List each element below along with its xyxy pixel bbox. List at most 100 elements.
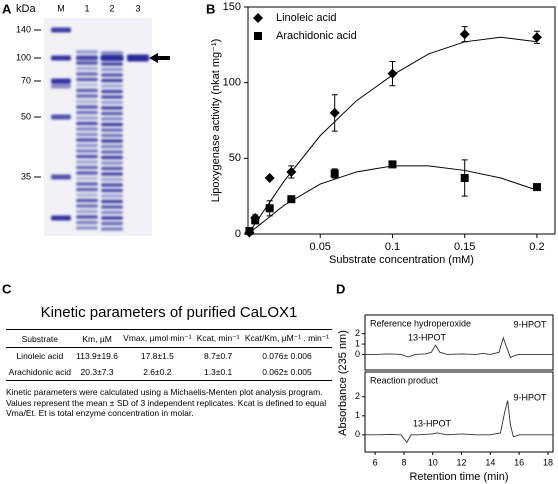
gel-band <box>76 143 98 148</box>
marker-label: 50 <box>21 111 31 121</box>
table-title: Kinetic parameters of purified CaLOX1 <box>40 304 298 321</box>
gel-band <box>76 215 98 219</box>
gel-band <box>76 77 98 82</box>
table-row: Linoleic acid 113.9±19.6 17.8±1.5 8.7±0.7 0.… <box>6 348 332 365</box>
gel-band <box>76 132 98 137</box>
x-tick-label: 0.05 <box>310 241 331 253</box>
x-tick-label: 16 <box>514 457 524 467</box>
y-axis-label: Lipoxygenase activity (nkat mg⁻¹) <box>210 39 222 203</box>
table: Substrate Km, µM Vmax, µmol min⁻¹ Kcat, min… <box>6 329 332 381</box>
trace <box>365 400 553 444</box>
lane-label: 1 <box>84 3 89 13</box>
gel-band <box>101 62 123 66</box>
x-tick-label: 12 <box>457 457 467 467</box>
trace <box>365 336 553 359</box>
gel-band <box>76 72 98 76</box>
gel-band <box>101 166 123 171</box>
gel-band <box>76 209 98 214</box>
gel-band <box>76 160 98 164</box>
gel-band <box>76 121 98 126</box>
legend-marker <box>254 32 262 40</box>
header-row: Substrate Km, µM Vmax, µmol min⁻¹ Kcat, min… <box>6 329 332 348</box>
gel-band <box>76 171 98 175</box>
marker <box>532 183 541 192</box>
table-cell: 0.076± 0.006 <box>262 351 312 361</box>
gel-band <box>101 155 123 160</box>
peak-label: 9-HPOT <box>513 319 547 329</box>
table-cell: 8.7±0.7 <box>203 351 233 361</box>
gel-band <box>51 215 71 221</box>
panel-label: C <box>2 281 12 296</box>
gel-band <box>76 83 98 87</box>
panel-label: D <box>336 281 345 296</box>
gel-band <box>101 183 123 187</box>
marker <box>531 32 542 43</box>
table-panel: Kinetic parameters of purified CaLOX1 Su… <box>6 304 332 419</box>
table-cell: Linoleic acid <box>16 351 64 361</box>
gel-band <box>101 172 123 176</box>
gel-band <box>76 220 98 225</box>
gel-band <box>101 177 123 182</box>
gel-band <box>100 55 124 61</box>
gel-band <box>76 204 98 208</box>
gel-band <box>76 187 98 192</box>
gel-band <box>76 182 98 186</box>
table-cell: 0.062± 0.005 <box>241 364 332 381</box>
gel-band <box>51 83 71 89</box>
gel-band <box>76 99 98 104</box>
gel-band <box>76 127 98 131</box>
y-tick-label: 100 <box>223 77 241 89</box>
panel-title: Reaction product <box>370 375 439 385</box>
gel-band <box>76 105 98 109</box>
gel-band <box>101 78 123 83</box>
table-cell: Arachidonic acid <box>6 364 74 381</box>
column-header: Kcat, min⁻¹ <box>194 329 242 348</box>
x-axis-label: Retention time (min) <box>409 471 508 483</box>
gel-band <box>51 114 71 120</box>
marker <box>388 160 397 169</box>
lane-label: M <box>57 3 65 13</box>
y-tick-label: 1 <box>355 338 360 348</box>
gel-band <box>101 199 123 204</box>
y-tick-label: 1 <box>355 410 360 420</box>
marker <box>251 216 260 225</box>
y-tick-label: 150 <box>223 1 241 13</box>
gel-band <box>101 194 123 198</box>
gel-band <box>51 55 71 61</box>
lane-label: 2 <box>109 3 114 13</box>
gel-band <box>101 188 123 193</box>
plot-frame <box>247 6 556 235</box>
gel-band <box>51 27 71 33</box>
gel-band <box>51 78 71 84</box>
x-tick-label: 0.2 <box>529 241 544 253</box>
marker-label: 70 <box>21 75 31 85</box>
gel-band <box>76 138 98 142</box>
y-tick-label: 0 <box>355 429 360 439</box>
gel-band <box>76 55 98 61</box>
gel-band <box>101 67 123 72</box>
x-axis-label: Substrate concentration (mM) <box>329 254 474 266</box>
gel-band <box>76 88 98 93</box>
gel-band <box>101 161 123 165</box>
gel-band <box>76 149 98 153</box>
table-cell: 20.3±7.3 <box>73 364 121 381</box>
y-tick-label: 0 <box>235 228 241 240</box>
table-cell: 2.6±0.2 <box>120 364 195 381</box>
gel-band <box>101 150 123 154</box>
marker <box>264 173 275 184</box>
table-row: Arachidonic acid 20.3±7.3 2.6±0.2 1.3±0.1 0.… <box>6 364 332 381</box>
marker <box>287 195 296 204</box>
y-tick-label: 50 <box>229 152 241 164</box>
gel-band <box>76 50 98 54</box>
panel-label: B <box>206 1 215 16</box>
gel-band <box>51 174 71 180</box>
gel-band <box>101 139 123 143</box>
gel-band <box>101 51 123 55</box>
marker-label: 35 <box>21 171 31 181</box>
table-cell: 1.3±0.1 <box>194 364 242 381</box>
gel-band <box>101 122 123 127</box>
peak-label: 9-HPOT <box>513 392 547 402</box>
gel-band <box>101 106 123 110</box>
gel-band <box>101 111 123 116</box>
